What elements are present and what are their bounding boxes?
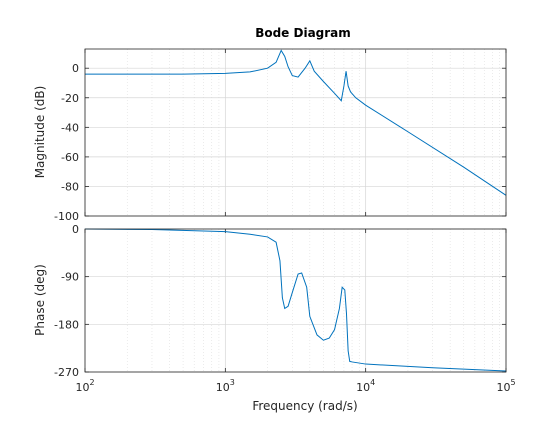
magnitude-ticks: 0 -20 -40 -60 -80 -100	[54, 49, 507, 223]
magnitude-y-tick-label: -80	[61, 180, 79, 193]
x-tick-label: 104	[356, 378, 375, 394]
phase-axes-box	[84, 228, 507, 373]
phase-ticks: 0 -90 -180 -270	[54, 223, 507, 379]
x-tick-labels: 102 103 104 105	[75, 378, 515, 394]
phase-series-line	[84, 228, 507, 372]
phase-axes: 0 -90 -180 -270	[54, 223, 507, 379]
phase-y-tick-label: -180	[54, 318, 79, 331]
magnitude-y-tick-label: 0	[72, 62, 79, 75]
x-tick-label: 105	[496, 378, 515, 394]
x-tick-label: 103	[216, 378, 235, 394]
x-axis-label: Frequency (rad/s)	[252, 399, 357, 413]
phase-plot-area	[85, 229, 506, 372]
phase-y-tick-label: 0	[72, 223, 79, 236]
magnitude-y-tick-label: -20	[61, 92, 79, 105]
x-tick-label: 102	[75, 378, 94, 394]
chart-title: Bode Diagram	[255, 26, 351, 40]
phase-y-tick-label: -270	[54, 366, 79, 379]
magnitude-axes: 0 -20 -40 -60 -80 -100	[54, 48, 507, 223]
magnitude-axes-box	[84, 48, 507, 217]
magnitude-y-axis-label: Magnitude (dB)	[33, 86, 47, 179]
magnitude-y-tick-label: -40	[61, 121, 79, 134]
magnitude-series-line	[85, 49, 507, 196]
magnitude-y-tick-label: -60	[61, 151, 79, 164]
phase-y-tick-label: -90	[61, 271, 79, 284]
magnitude-y-tick-label: -100	[54, 210, 79, 223]
phase-y-axis-label: Phase (deg)	[33, 264, 47, 336]
